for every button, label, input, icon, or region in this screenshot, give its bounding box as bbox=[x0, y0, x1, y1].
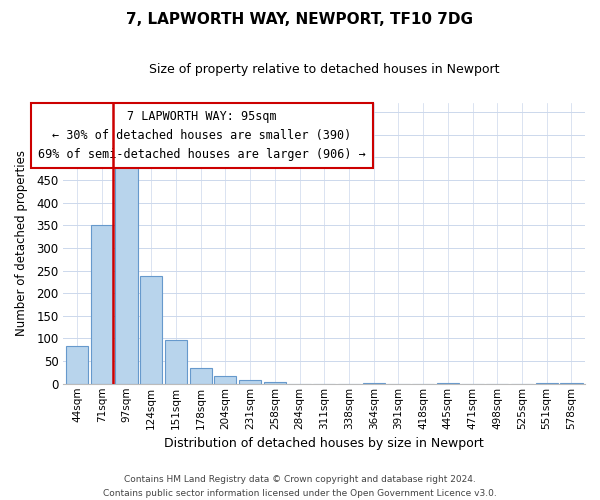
Text: Contains HM Land Registry data © Crown copyright and database right 2024.
Contai: Contains HM Land Registry data © Crown c… bbox=[103, 476, 497, 498]
X-axis label: Distribution of detached houses by size in Newport: Distribution of detached houses by size … bbox=[164, 437, 484, 450]
Title: Size of property relative to detached houses in Newport: Size of property relative to detached ho… bbox=[149, 62, 499, 76]
Bar bbox=[115, 166, 137, 384]
Y-axis label: Number of detached properties: Number of detached properties bbox=[15, 150, 28, 336]
Text: 7, LAPWORTH WAY, NEWPORT, TF10 7DG: 7, LAPWORTH WAY, NEWPORT, TF10 7DG bbox=[127, 12, 473, 28]
Bar bbox=[263, 382, 286, 384]
Bar bbox=[140, 276, 163, 384]
Bar bbox=[66, 346, 88, 384]
Bar bbox=[214, 376, 236, 384]
Text: 7 LAPWORTH WAY: 95sqm
← 30% of detached houses are smaller (390)
69% of semi-det: 7 LAPWORTH WAY: 95sqm ← 30% of detached … bbox=[38, 110, 365, 161]
Bar bbox=[239, 380, 261, 384]
Bar bbox=[362, 383, 385, 384]
Bar bbox=[91, 226, 113, 384]
Bar bbox=[190, 368, 212, 384]
Bar bbox=[165, 340, 187, 384]
